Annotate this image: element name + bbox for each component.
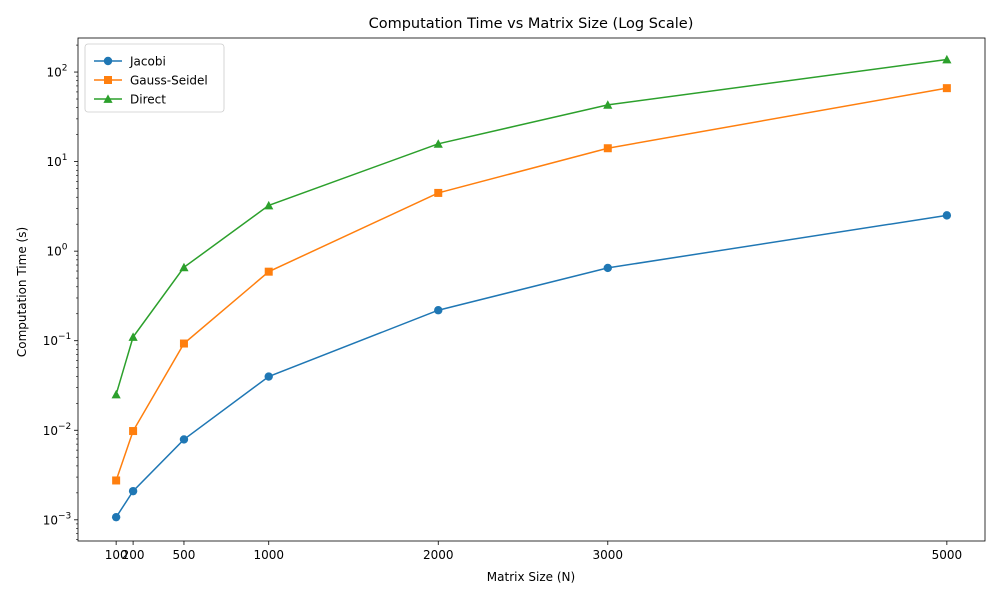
data-point bbox=[434, 188, 443, 197]
x-tick-label: 3000 bbox=[593, 548, 624, 562]
data-point bbox=[433, 139, 443, 148]
data-point bbox=[128, 486, 138, 496]
data-point bbox=[264, 267, 273, 276]
axes-frame bbox=[77, 37, 986, 542]
data-point bbox=[942, 84, 951, 93]
data-point bbox=[264, 372, 273, 381]
data-point bbox=[179, 262, 189, 272]
data-point bbox=[264, 200, 274, 210]
legend-label: Jacobi bbox=[129, 55, 166, 69]
x-tick-label: 2000 bbox=[423, 548, 454, 562]
data-point bbox=[129, 427, 138, 436]
data-point bbox=[111, 512, 121, 522]
x-tick-label: 200 bbox=[122, 548, 145, 562]
data-point bbox=[942, 211, 952, 220]
legend-marker bbox=[103, 56, 113, 66]
data-point bbox=[434, 306, 443, 315]
x-tick-label: 1000 bbox=[253, 548, 284, 562]
legend-label: Gauss-Seidel bbox=[130, 74, 208, 88]
data-point bbox=[942, 54, 952, 64]
data-point bbox=[128, 332, 138, 341]
y-axis-label: Computation Time (s) bbox=[15, 227, 29, 357]
data-point bbox=[111, 389, 121, 399]
data-point bbox=[179, 339, 188, 348]
x-tick-label: 500 bbox=[173, 548, 196, 562]
data-point bbox=[603, 263, 612, 273]
x-tick-label: 5000 bbox=[932, 548, 963, 562]
data-point bbox=[112, 476, 121, 485]
legend-label: Direct bbox=[130, 93, 166, 107]
legend-marker bbox=[104, 76, 112, 84]
data-point bbox=[179, 435, 189, 444]
x-axis-label: Matrix Size (N) bbox=[487, 570, 575, 584]
data-point bbox=[603, 100, 613, 109]
x-tick-label: 100 bbox=[105, 548, 128, 562]
legend: Jacobi Gauss-Seidel Direct bbox=[84, 43, 225, 113]
chart-title: Computation Time vs Matrix Size (Log Sca… bbox=[369, 16, 694, 32]
data-point bbox=[603, 144, 612, 153]
legend-marker bbox=[103, 94, 113, 103]
